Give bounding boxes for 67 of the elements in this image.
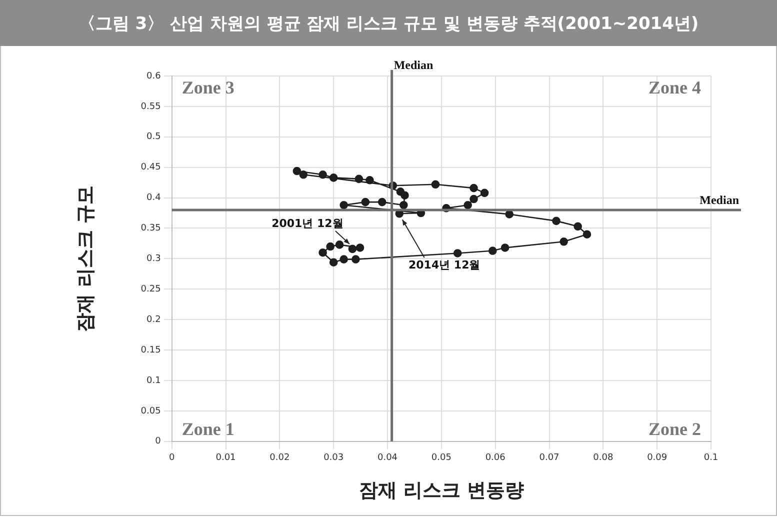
y-tick-label: 0.25 [140, 284, 161, 294]
point [356, 244, 364, 252]
point [329, 258, 338, 267]
point [340, 255, 348, 264]
point [378, 198, 386, 206]
ref-line-label: Median [700, 193, 740, 208]
point [326, 242, 335, 251]
point [361, 198, 370, 206]
point [348, 244, 357, 254]
x-tick-label: 0.04 [377, 453, 398, 464]
point [464, 200, 472, 210]
point [400, 200, 408, 210]
point [292, 166, 302, 176]
x-tick-label: 0.05 [431, 453, 452, 464]
y-tick-label: 0.5 [146, 132, 161, 142]
y-axis-title: 잠재 리스크 규모 [74, 186, 96, 332]
point [354, 174, 364, 184]
annotation: Zone 3 [182, 78, 234, 98]
point [560, 238, 568, 246]
point [470, 184, 478, 192]
point [318, 170, 327, 179]
y-tick-label: 0 [155, 436, 162, 447]
point [366, 176, 374, 184]
point [470, 194, 478, 204]
x-tick-label: 0 [168, 453, 175, 464]
point [574, 222, 582, 231]
x-axis-title: 잠재 리스크 변동량 [358, 480, 524, 502]
y-tick-label: 0.2 [146, 314, 161, 325]
point [552, 216, 560, 226]
y-tick-label: 0.3 [146, 254, 161, 264]
chart-title: 〈그림 3〉 산업 차원의 평균 잠재 리스크 규모 및 변동량 추적(2001~2014년) [0, 0, 777, 46]
point [335, 240, 344, 249]
x-tick-label: 0.03 [324, 453, 344, 464]
point [318, 248, 327, 257]
point [488, 246, 497, 255]
point [352, 255, 360, 264]
point [340, 200, 348, 210]
x-tick-label: 0.07 [539, 453, 560, 464]
annotation: 2014년 12월 [408, 258, 480, 272]
y-tick-label: 0.45 [140, 162, 161, 173]
annotation: Zone 1 [182, 419, 234, 440]
point [500, 244, 510, 252]
point [505, 210, 514, 218]
annotation: Zone 2 [648, 419, 701, 440]
x-tick-label: 0.09 [647, 453, 668, 464]
y-tick-label: 0.15 [140, 345, 161, 356]
point [299, 170, 308, 179]
y-tick-label: 0.1 [146, 376, 161, 386]
x-tick-label: 0.06 [485, 453, 506, 464]
x-tick-label: 0.08 [593, 453, 614, 464]
y-tick-label: 0.35 [140, 224, 161, 234]
point [431, 180, 440, 189]
point [582, 230, 592, 238]
point [329, 174, 338, 182]
y-tick-label: 0.55 [140, 102, 161, 112]
x-tick-label: 0.01 [216, 453, 236, 464]
annotation: 2001년 12월 [272, 216, 344, 230]
point [453, 249, 462, 258]
annotation: Zone 4 [648, 78, 701, 98]
y-tick-label: 0.4 [146, 193, 162, 204]
y-tick-label: 0.05 [140, 406, 161, 416]
x-tick-label: 0.02 [270, 453, 290, 464]
y-tick-label: 0.6 [146, 71, 162, 82]
ref-line-label: Median [394, 58, 434, 72]
x-tick-label: 0.1 [704, 453, 718, 464]
point [400, 191, 409, 200]
point [480, 188, 489, 198]
